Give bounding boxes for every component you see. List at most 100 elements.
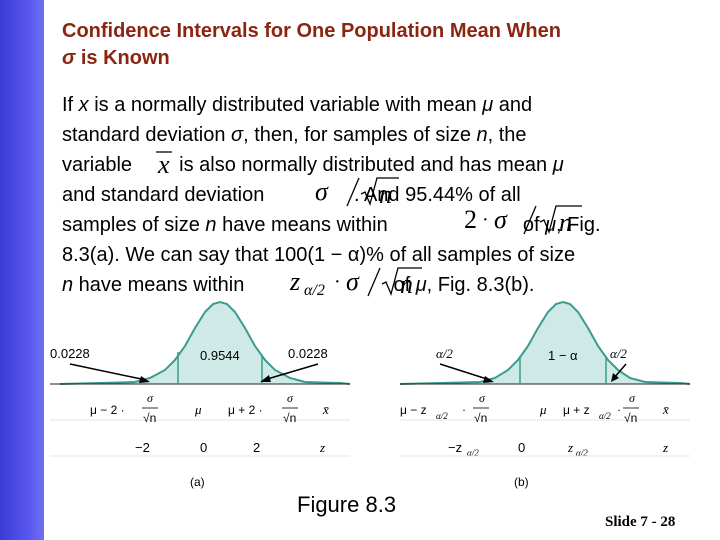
text-var-mu: μ [482, 94, 494, 116]
paragraph-line-4: and standard deviation . And 95.44% of a… [62, 180, 521, 210]
math-two: 2 [464, 205, 477, 234]
frac-num: σ [287, 391, 294, 405]
math-dot: · [334, 271, 341, 293]
paragraph-line-6: 8.3(a). We can say that 100(1 − α)% of a… [62, 244, 576, 266]
math-radical [360, 177, 399, 207]
slide-title: Confidence Intervals for One Population … [62, 18, 702, 72]
x-label-left: μ − 2 · [90, 403, 125, 417]
text-var-mu: μ [415, 274, 427, 296]
title-line-2: σ is Known [62, 45, 702, 72]
text-var-mu: μ [552, 154, 564, 176]
z-label-left: −z [448, 440, 462, 455]
math-sigma: σ [315, 177, 329, 206]
text-span: , the [487, 124, 527, 146]
text-span: If [62, 94, 79, 116]
frac-den: √n [474, 411, 487, 425]
sidebar-accent-bar [0, 0, 44, 540]
math-z-sigma-over-root-n: z α/2 · σ n [289, 267, 422, 299]
right-tail-label: α/2 [610, 346, 627, 361]
title-line-2-rest: is Known [75, 47, 170, 69]
text-var-n: n [62, 274, 74, 296]
x-label-center: μ [539, 402, 547, 417]
shaded-area [462, 302, 665, 384]
left-tail-label: α/2 [436, 346, 453, 361]
text-var-n: n [476, 124, 488, 146]
math-slash [523, 205, 537, 235]
arrowhead [483, 376, 494, 383]
right-tail-arrow [263, 363, 319, 381]
arrowhead [260, 375, 271, 382]
slide-number: Slide 7 - 28 [605, 514, 676, 530]
paragraph-line-1: If x is a normally distributed variable … [62, 90, 532, 120]
left-tail-arrow [69, 363, 147, 381]
shaded-area [115, 302, 325, 384]
x-label-left: μ − z [400, 403, 427, 417]
math-sigma-over-root-n: σ n [315, 177, 399, 209]
normal-curve [59, 300, 351, 385]
math-radical [381, 267, 422, 297]
z-label-left: −2 [135, 440, 150, 455]
text-span: variable [62, 154, 138, 176]
x-label-center: μ [194, 402, 202, 417]
figure-caption: Figure 8.3 [297, 492, 397, 517]
math-sigma: σ [346, 267, 360, 296]
x-label-right: μ + z [563, 403, 590, 417]
text-var-x: x [78, 94, 89, 116]
text-span: and standard deviation [62, 184, 270, 206]
z-label-left-sub: α/2 [467, 448, 479, 458]
z-label-right: z [567, 440, 573, 455]
math-two-sigma-over-root-n: 2 · σ n [464, 205, 582, 237]
frac-num: σ [629, 391, 636, 405]
x-label-right: μ + 2 · [228, 403, 263, 417]
text-span: have means within [216, 214, 394, 236]
text-span: , Fig. [556, 214, 601, 236]
text-var-sigma: σ [231, 124, 244, 146]
math-subscript: α/2 [304, 282, 325, 299]
math-sigma: σ [494, 205, 508, 234]
text-span: standard deviation [62, 124, 232, 146]
frac-den: √n [624, 411, 637, 425]
text-span: , then, for samples of size [243, 124, 477, 146]
text-span: of [387, 274, 416, 296]
frac-den: √n [143, 411, 156, 425]
math-radical [539, 205, 582, 235]
figure-b: 1 − α α/2 α/2 μ − z α/2 · σ √n μ μ + z α… [399, 300, 691, 489]
z-label-center: 0 [200, 440, 207, 455]
frac-num: σ [147, 391, 154, 405]
x-axis-label: x̄ [662, 402, 669, 417]
left-tail-label: 0.0228 [50, 346, 90, 361]
panel-label-b: (b) [514, 475, 529, 489]
text-span: samples of size [62, 214, 206, 236]
math-slash [367, 267, 381, 297]
text-span: have means within [73, 274, 250, 296]
math-n: n [400, 270, 413, 299]
z-label-right: 2 [253, 440, 260, 455]
math-slash [346, 177, 360, 207]
normal-curve [399, 300, 691, 385]
text-var-n: n [205, 214, 217, 236]
x-label-right-sub: α/2 [599, 411, 611, 421]
panel-label-a: (a) [190, 475, 205, 489]
paragraph-line-3: variable is also normally distributed an… [62, 150, 564, 180]
frac-den: √n [283, 411, 296, 425]
center-probability-label: 1 − α [548, 348, 578, 363]
arrowhead [611, 373, 619, 382]
x-axis-label: x̄ [322, 402, 329, 417]
text-span: . And 95.44% of all [353, 184, 521, 206]
text-span: is also normally distributed and has mea… [173, 154, 553, 176]
z-axis-label: z [319, 440, 325, 455]
math-dot: · [617, 403, 621, 417]
center-probability-label: 0.9544 [200, 348, 240, 363]
text-span: of [517, 214, 546, 236]
frac-num: σ [479, 391, 486, 405]
title-line-1: Confidence Intervals for One Population … [62, 20, 561, 42]
arrowhead [139, 376, 150, 383]
figure-a: 0.9544 0.0228 0.0228 μ − 2 · σ √n μ μ + … [50, 300, 351, 489]
math-dot: · [482, 209, 489, 231]
z-axis-label: z [662, 440, 668, 455]
left-tail-arrow [439, 363, 491, 381]
z-label-right-sub: α/2 [576, 448, 588, 458]
right-tail-label: 0.0228 [288, 346, 328, 361]
text-span: , Fig. 8.3(b). [426, 274, 535, 296]
math-x: x [157, 150, 170, 179]
